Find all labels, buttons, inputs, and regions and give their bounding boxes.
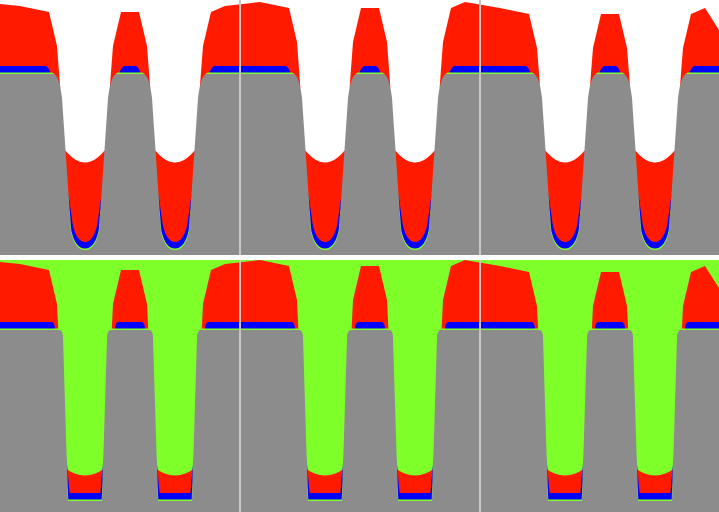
substrate xyxy=(0,330,719,512)
substrate xyxy=(0,74,719,255)
panel-2 xyxy=(0,258,719,512)
panel-divider xyxy=(0,255,719,260)
